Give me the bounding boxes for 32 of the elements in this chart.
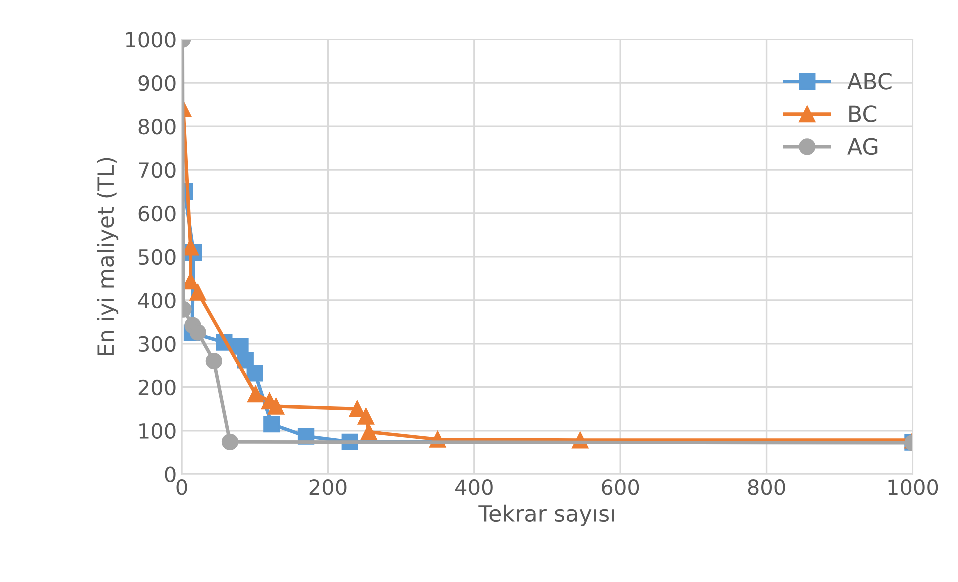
y-tick-label: 100 xyxy=(140,423,176,440)
x-tick-label: 800 xyxy=(748,480,786,496)
y-tick-label: 200 xyxy=(138,380,176,396)
x-tick-label: 400 xyxy=(456,480,493,496)
y-axis-title: En iyi maliyet (TL) xyxy=(97,158,119,356)
y-tick-label: 500 xyxy=(139,249,176,266)
point xyxy=(358,408,375,425)
y-tick-label: 300 xyxy=(138,336,176,352)
point xyxy=(190,324,206,341)
x-tick-label: 200 xyxy=(310,480,347,496)
point xyxy=(360,424,378,440)
point xyxy=(246,365,264,382)
y-tick-label: 1000 xyxy=(126,32,176,48)
legend-label: BC xyxy=(850,106,877,122)
legend-label: ABC xyxy=(848,73,892,90)
y-tick-label: 600 xyxy=(138,206,176,222)
y-tick-label: 0 xyxy=(165,466,176,483)
y-tick-label: 400 xyxy=(138,292,176,309)
point xyxy=(206,352,223,370)
x-axis-title: Tekrar sayısı xyxy=(478,504,614,526)
y-tick-label: 900 xyxy=(138,76,176,92)
y-tick-label: 700 xyxy=(139,162,176,178)
point xyxy=(268,398,285,415)
x-tick-label: 1000 xyxy=(888,480,938,496)
point xyxy=(222,434,239,450)
x-tick-label: 600 xyxy=(602,480,640,496)
y-tick-label: 800 xyxy=(138,118,176,135)
point xyxy=(264,416,280,433)
x-tick-label: 0 xyxy=(176,480,188,496)
legend-label: AG xyxy=(848,138,878,156)
point xyxy=(190,284,206,301)
point xyxy=(248,386,264,403)
